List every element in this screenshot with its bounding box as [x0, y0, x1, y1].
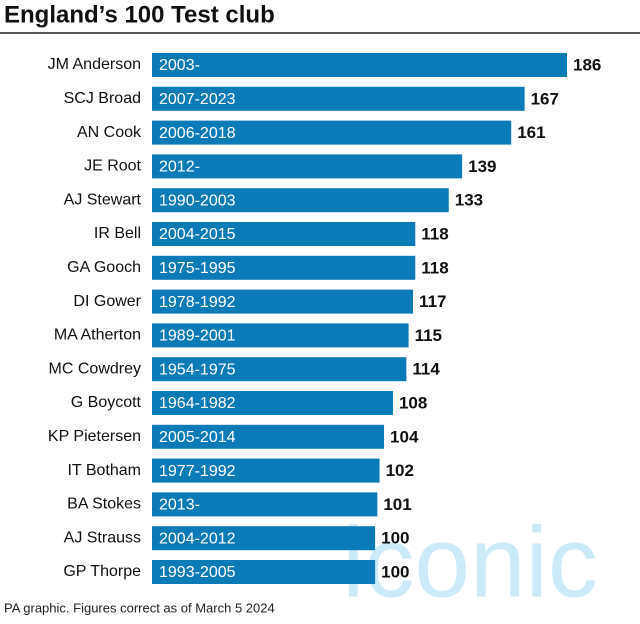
bar — [152, 53, 567, 77]
bar-label: 2006-2018 — [159, 125, 236, 142]
bar-label: 1964-1982 — [159, 395, 236, 412]
bar-label: 1977-1992 — [159, 463, 236, 480]
value-label: 101 — [383, 495, 411, 514]
bar-label: 2007-2023 — [159, 91, 236, 108]
value-label: 167 — [531, 89, 559, 108]
bar-label: 1993-2005 — [159, 564, 236, 581]
bar-label: 2004-2015 — [159, 226, 236, 243]
bar-label: 2005-2014 — [159, 429, 236, 446]
bar — [152, 492, 378, 517]
value-label: 104 — [390, 427, 419, 446]
category-label: BA Stokes — [67, 496, 141, 513]
bar — [152, 222, 416, 246]
category-label: GP Thorpe — [63, 563, 141, 580]
bar — [152, 458, 380, 483]
category-label: AJ Strauss — [64, 529, 141, 546]
bar — [152, 323, 409, 348]
bar-label: 2003- — [159, 57, 200, 74]
bar-label: 2012- — [159, 159, 200, 176]
bar — [152, 120, 512, 145]
bar-label: 1954-1975 — [159, 361, 236, 378]
category-label: MA Atherton — [54, 327, 141, 344]
bar — [152, 526, 376, 551]
bar — [152, 391, 393, 415]
value-label: 117 — [419, 292, 446, 311]
category-label: IR Bell — [94, 225, 141, 242]
bar — [152, 424, 385, 449]
bar — [152, 188, 449, 213]
value-label: 100 — [381, 562, 409, 581]
value-label: 118 — [421, 224, 448, 243]
category-label: JM Anderson — [48, 56, 141, 73]
bar-label: 1975-1995 — [159, 260, 236, 277]
category-label: AJ Stewart — [64, 191, 142, 208]
watermark: iconic — [342, 506, 598, 618]
bar-label: 1989-2001 — [159, 328, 236, 345]
value-label: 118 — [421, 258, 448, 277]
category-label: KP Pietersen — [48, 428, 141, 445]
value-label: 139 — [468, 157, 496, 176]
chart-title: England’s 100 Test club — [4, 1, 275, 28]
bar — [152, 357, 407, 382]
footnote: PA graphic. Figures correct as of March … — [4, 600, 275, 615]
bar — [152, 255, 416, 280]
bar-label: 2004-2012 — [159, 530, 236, 547]
category-label: IT Botham — [67, 462, 141, 479]
value-label: 115 — [415, 326, 442, 345]
bar-label: 1978-1992 — [159, 294, 236, 311]
bar — [152, 86, 525, 111]
bar — [152, 154, 463, 179]
category-label: SCJ Broad — [64, 90, 141, 107]
value-label: 161 — [517, 123, 545, 142]
value-label: 102 — [386, 461, 414, 480]
bar — [152, 289, 414, 314]
value-label: 133 — [455, 191, 483, 210]
bar-label: 2013- — [159, 497, 200, 514]
category-label: GA Gooch — [67, 259, 141, 276]
category-label: AN Cook — [77, 124, 142, 141]
bar-label: 1990-2003 — [159, 192, 236, 209]
category-label: JE Root — [84, 158, 141, 175]
value-label: 114 — [412, 360, 440, 379]
bar — [152, 560, 376, 584]
value-label: 108 — [399, 393, 427, 412]
category-label: DI Gower — [73, 293, 141, 310]
value-label: 100 — [381, 529, 409, 548]
value-label: 186 — [573, 55, 601, 74]
category-label: MC Cowdrey — [49, 360, 141, 377]
category-label: G Boycott — [71, 394, 142, 411]
